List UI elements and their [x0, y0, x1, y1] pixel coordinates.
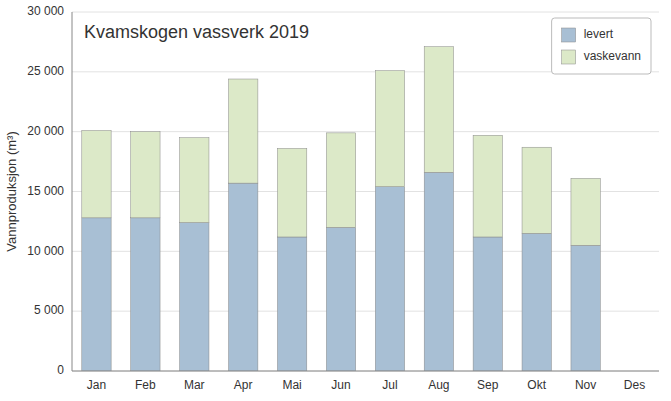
bar-segment: [180, 138, 209, 223]
x-tick-label: Aug: [428, 378, 449, 392]
grid-line: [72, 371, 659, 372]
x-tick-label: Nov: [575, 378, 596, 392]
title: Kvamskogen vassverk 2019: [84, 22, 309, 42]
x-tick-label: Feb: [135, 378, 156, 392]
bar-segment: [131, 218, 160, 371]
x-ticks: Jan Feb Mar Apr Mai Jun Jul Aug Sep Okt Nov Des: [87, 378, 645, 392]
legend-swatch: [562, 50, 576, 64]
bar-segment: [473, 135, 502, 237]
bar-segment: [326, 227, 355, 371]
y-axis-label: Vannproduksjon (m³): [4, 131, 19, 251]
bar-segment: [131, 132, 160, 218]
chart-svg: 0 5 000 10 000 15 000 20 000 25 000 30 000 Jan F…: [0, 0, 671, 401]
legend: levert vaskevann: [552, 18, 651, 74]
y-tick-label: 20 000: [27, 124, 64, 138]
bar-segment: [424, 47, 453, 173]
bar-segment: [82, 218, 111, 371]
grid-line: [72, 12, 659, 13]
chart-container: 0 5 000 10 000 15 000 20 000 25 000 30 000 Jan F…: [0, 0, 671, 401]
bar-segment: [229, 183, 258, 371]
legend-frame: [552, 18, 651, 74]
y-tick-label: 5 000: [34, 303, 64, 317]
x-tick-label: Mar: [184, 378, 205, 392]
y-ticks: 0 5 000 10 000 15 000 20 000 25 000 30 000: [27, 4, 64, 377]
bar-segment: [424, 172, 453, 371]
bar-segment: [82, 130, 111, 217]
bar-segment: [375, 187, 404, 371]
bar-segment: [326, 133, 355, 228]
y-axis-line: [72, 12, 73, 371]
series-1: [82, 47, 601, 246]
x-axis-line: [72, 371, 659, 372]
x-tick-label: Jun: [331, 378, 350, 392]
bar-segment: [571, 245, 600, 371]
bar-segment: [375, 71, 404, 187]
bar-segment: [180, 223, 209, 371]
x-tick-label: Des: [624, 378, 645, 392]
bar-segment: [522, 147, 551, 233]
y-tick-label: 10 000: [27, 244, 64, 258]
bar-segment: [522, 233, 551, 371]
legend-item: levert: [562, 27, 614, 42]
y-tick-label: 25 000: [27, 64, 64, 78]
legend-label: levert: [584, 27, 614, 41]
x-tick-label: Jan: [87, 378, 106, 392]
bar-segment: [277, 237, 306, 371]
x-tick-label: Mai: [282, 378, 301, 392]
y-tick-label: 30 000: [27, 4, 64, 18]
bar-segment: [473, 237, 502, 371]
grid: [72, 12, 659, 371]
legend-item: vaskevann: [562, 49, 641, 64]
legend-swatch: [562, 28, 576, 42]
x-tick-label: Apr: [234, 378, 253, 392]
y-tick-label: 0: [57, 363, 64, 377]
bar-segment: [229, 79, 258, 183]
y-tick-label: 15 000: [27, 184, 64, 198]
x-tick-label: Jul: [382, 378, 397, 392]
x-tick-label: Okt: [527, 378, 546, 392]
bar-segment: [277, 148, 306, 237]
bar-segment: [571, 178, 600, 245]
bars: [82, 47, 601, 371]
legend-label: vaskevann: [584, 49, 641, 63]
x-tick-label: Sep: [477, 378, 499, 392]
